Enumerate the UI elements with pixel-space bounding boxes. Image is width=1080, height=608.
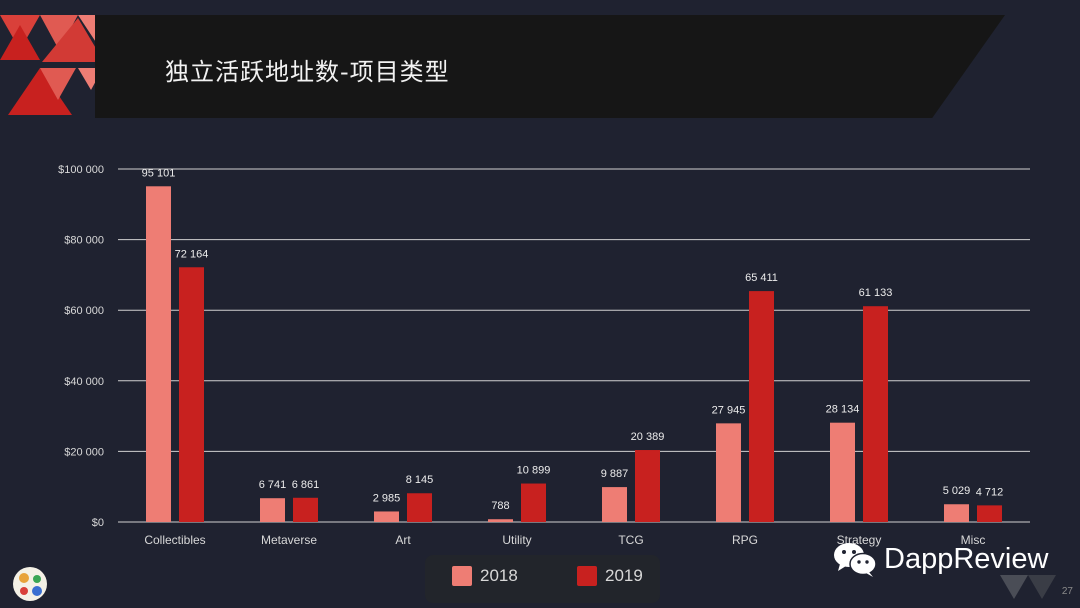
bar-2018 (602, 487, 627, 522)
data-label-2019: 6 861 (292, 479, 320, 491)
legend-label-2018: 2018 (480, 566, 518, 585)
x-tick-label: Utility (502, 533, 531, 547)
data-label-2019: 65 411 (745, 272, 778, 284)
bar-2018 (944, 504, 969, 522)
data-label-2018: 2 985 (373, 492, 401, 504)
bar-2018 (830, 422, 855, 522)
x-tick-label: Misc (961, 533, 986, 547)
data-label-2018: 788 (491, 500, 509, 512)
bar-2019 (407, 493, 432, 522)
app-logo-icon (13, 567, 47, 601)
bar-2018 (716, 423, 741, 522)
bar-2019 (749, 291, 774, 522)
data-label-2018: 6 741 (259, 479, 287, 491)
data-label-2019: 61 133 (859, 287, 893, 299)
bar-2019 (977, 505, 1002, 522)
page-number: 27 (1061, 586, 1073, 597)
legend-swatch-2018 (452, 566, 472, 586)
x-tick-label: Art (395, 533, 411, 547)
decor-triangles-bottom (1000, 575, 1056, 599)
legend-label-2019: 2019 (605, 566, 643, 585)
data-label-2019: 4 712 (976, 486, 1004, 498)
bar-2018 (260, 498, 285, 522)
legend-item-2019: 2019 (577, 566, 643, 586)
bar-2019 (635, 450, 660, 522)
bar-2019 (863, 306, 888, 522)
x-tick-label: RPG (732, 533, 758, 547)
data-label-2018: 9 887 (601, 468, 629, 480)
data-label-2019: 8 145 (406, 474, 434, 486)
y-tick-label: $60 000 (64, 305, 104, 317)
bar-2018 (488, 519, 513, 522)
data-label-2018: 27 945 (712, 404, 746, 416)
bar-2019 (179, 267, 204, 522)
data-label-2018: 5 029 (943, 485, 971, 497)
page-title: 独立活跃地址数-项目类型 (165, 58, 450, 86)
data-label-2018: 95 101 (142, 167, 176, 179)
y-tick-label: $100 000 (58, 164, 104, 176)
brand-watermark: DappReview (832, 540, 1048, 578)
y-tick-label: $40 000 (64, 376, 104, 388)
bar-2019 (521, 483, 546, 522)
brand-name: DappReview (884, 542, 1049, 575)
legend-item-2018: 2018 (452, 566, 518, 586)
bar-2019 (293, 497, 318, 522)
y-tick-label: $80 000 (64, 235, 104, 247)
data-label-2019: 20 389 (631, 431, 665, 443)
data-label-2019: 10 899 (517, 465, 551, 477)
data-label-2018: 28 134 (826, 404, 860, 416)
bar-2018 (146, 186, 171, 523)
x-tick-label: TCG (618, 533, 643, 547)
title-banner (95, 15, 1005, 118)
data-label-2019: 72 164 (175, 248, 209, 260)
bar-2018 (374, 511, 399, 522)
y-tick-label: $0 (92, 517, 104, 529)
wechat-icon (834, 543, 877, 577)
x-tick-label: Metaverse (261, 533, 317, 547)
legend-swatch-2019 (577, 566, 597, 586)
y-tick-label: $20 000 (64, 446, 104, 458)
x-tick-label: Collectibles (144, 533, 205, 547)
